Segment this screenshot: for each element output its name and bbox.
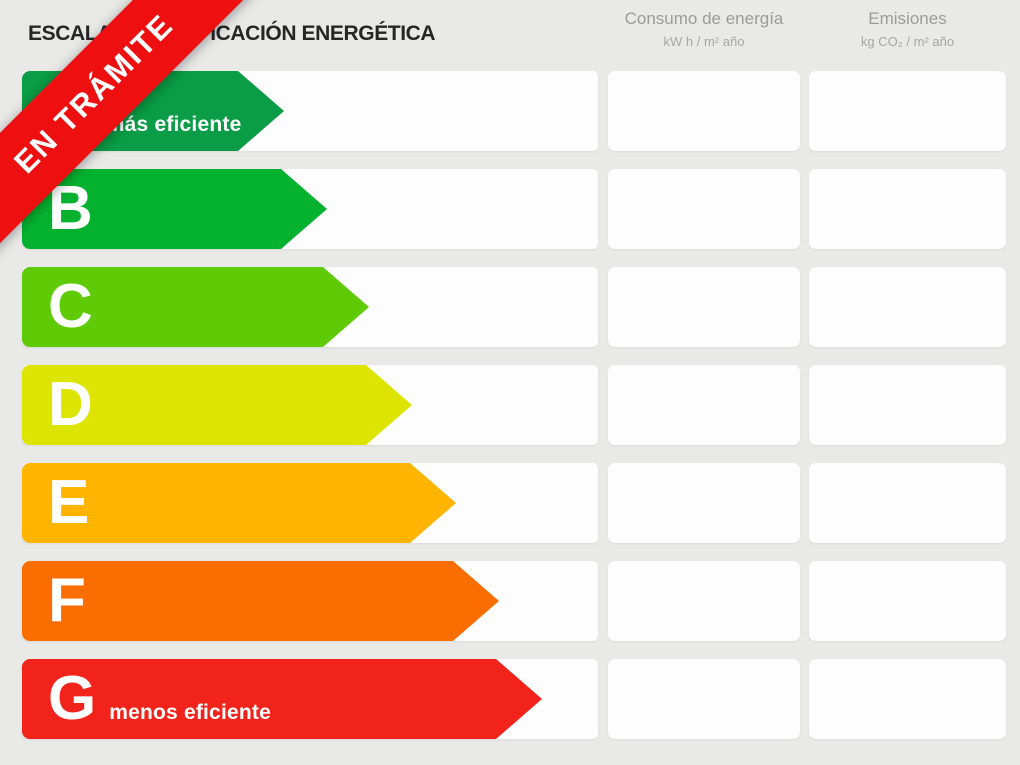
consumption-cell-b [608, 169, 800, 249]
consumption-cell-c [608, 267, 800, 347]
rating-arrow-e: E [22, 463, 456, 543]
consumption-cell-e [608, 463, 800, 543]
emissions-cell-b [809, 169, 1006, 249]
emissions-cell-d [809, 365, 1006, 445]
consumption-cell-g [608, 659, 800, 739]
rating-row-d: D [0, 365, 1020, 445]
consumption-column-title: Consumo de energía [624, 9, 784, 28]
emissions-cell-a [809, 71, 1006, 151]
consumption-column-unit: kW h / m² año [663, 34, 745, 49]
rating-letter: D [48, 370, 93, 439]
rating-row-b: B [0, 169, 1020, 249]
rating-letter: C [48, 272, 93, 341]
consumption-cell-d [608, 365, 800, 445]
consumption-column-header: Consumo de energía kW h / m² año [608, 8, 800, 51]
emissions-column-title: Emisiones [868, 9, 947, 28]
emissions-cell-g [809, 659, 1006, 739]
rating-row-f: F [0, 561, 1020, 641]
rating-letter: E [48, 468, 90, 537]
rating-arrow-d: D [22, 365, 412, 445]
emissions-cell-e [809, 463, 1006, 543]
rating-letter: F [48, 566, 86, 635]
rating-row-e: E [0, 463, 1020, 543]
rating-arrow-c: C [22, 267, 369, 347]
emissions-column-header: Emisiones kg CO₂ / m² año [809, 8, 1006, 51]
rating-row-c: C [0, 267, 1020, 347]
rating-qualifier: más eficiente [105, 113, 242, 136]
rating-arrow-f: F [22, 561, 499, 641]
emissions-cell-f [809, 561, 1006, 641]
emissions-column-unit: kg CO₂ / m² año [860, 34, 955, 49]
rating-arrow-b: B [22, 169, 327, 249]
rating-qualifier: menos eficiente [109, 701, 271, 724]
emissions-cell-c [809, 267, 1006, 347]
rating-letter: G [48, 664, 97, 733]
consumption-cell-a [608, 71, 800, 151]
consumption-cell-f [608, 561, 800, 641]
